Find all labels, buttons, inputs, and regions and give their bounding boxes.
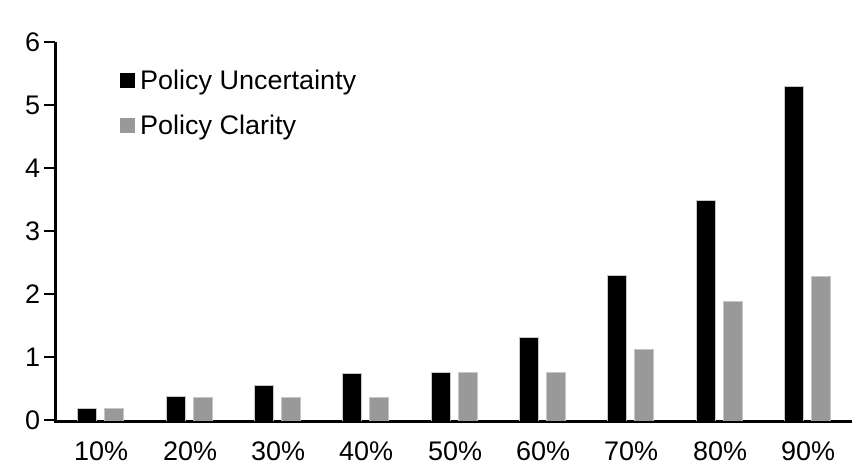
y-tick-label: 4 <box>24 153 40 183</box>
x-axis-line <box>54 420 852 423</box>
bar-policy-uncertainty-40pct <box>342 373 362 421</box>
x-tick-label: 30% <box>250 436 306 466</box>
bar-policy-uncertainty-30pct <box>254 385 274 421</box>
x-tick-label: 10% <box>73 436 129 466</box>
bar-policy-clarity-60pct <box>546 372 566 421</box>
bar-policy-uncertainty-90pct <box>784 86 804 421</box>
x-tick-label: 40% <box>338 436 394 466</box>
y-axis-tick <box>44 167 55 169</box>
legend-swatch-policy-uncertainty <box>120 73 135 88</box>
bar-policy-clarity-30pct <box>281 397 301 421</box>
y-axis-tick <box>44 356 55 358</box>
y-axis-line <box>54 42 57 423</box>
bar-policy-clarity-70pct <box>634 349 654 421</box>
legend-item-policy-clarity: Policy Clarity <box>120 111 296 139</box>
y-tick-label: 5 <box>24 90 40 120</box>
y-axis-tick <box>44 293 55 295</box>
y-axis-tick <box>44 104 55 106</box>
bar-policy-clarity-20pct <box>193 397 213 421</box>
bar-policy-uncertainty-60pct <box>519 337 539 421</box>
bar-policy-clarity-40pct <box>369 397 389 421</box>
bar-policy-uncertainty-20pct <box>166 396 186 421</box>
y-tick-label: 0 <box>24 405 40 435</box>
bar-policy-uncertainty-50pct <box>431 372 451 421</box>
bar-policy-uncertainty-70pct <box>607 275 627 421</box>
y-tick-label: 2 <box>24 279 40 309</box>
legend-label-policy-clarity: Policy Clarity <box>140 110 297 140</box>
bar-policy-clarity-80pct <box>723 301 743 421</box>
x-tick-label: 20% <box>162 436 218 466</box>
y-axis-tick <box>44 230 55 232</box>
legend-item-policy-uncertainty: Policy Uncertainty <box>120 66 356 94</box>
y-tick-label: 6 <box>24 27 40 57</box>
y-tick-label: 3 <box>24 216 40 246</box>
x-tick-label: 90% <box>780 436 836 466</box>
bar-policy-uncertainty-10pct <box>77 408 97 421</box>
bar-policy-clarity-10pct <box>104 408 124 421</box>
x-tick-label: 60% <box>515 436 571 466</box>
legend-swatch-policy-clarity <box>120 118 135 133</box>
y-tick-label: 1 <box>24 342 40 372</box>
y-axis-tick <box>44 419 55 421</box>
bar-policy-clarity-90pct <box>811 276 831 421</box>
x-tick-label: 70% <box>603 436 659 466</box>
bar-policy-uncertainty-80pct <box>696 200 716 421</box>
bar-policy-clarity-50pct <box>458 372 478 421</box>
legend-label-policy-uncertainty: Policy Uncertainty <box>140 65 357 95</box>
x-tick-label: 80% <box>692 436 748 466</box>
y-axis-tick <box>44 41 55 43</box>
x-tick-label: 50% <box>427 436 483 466</box>
